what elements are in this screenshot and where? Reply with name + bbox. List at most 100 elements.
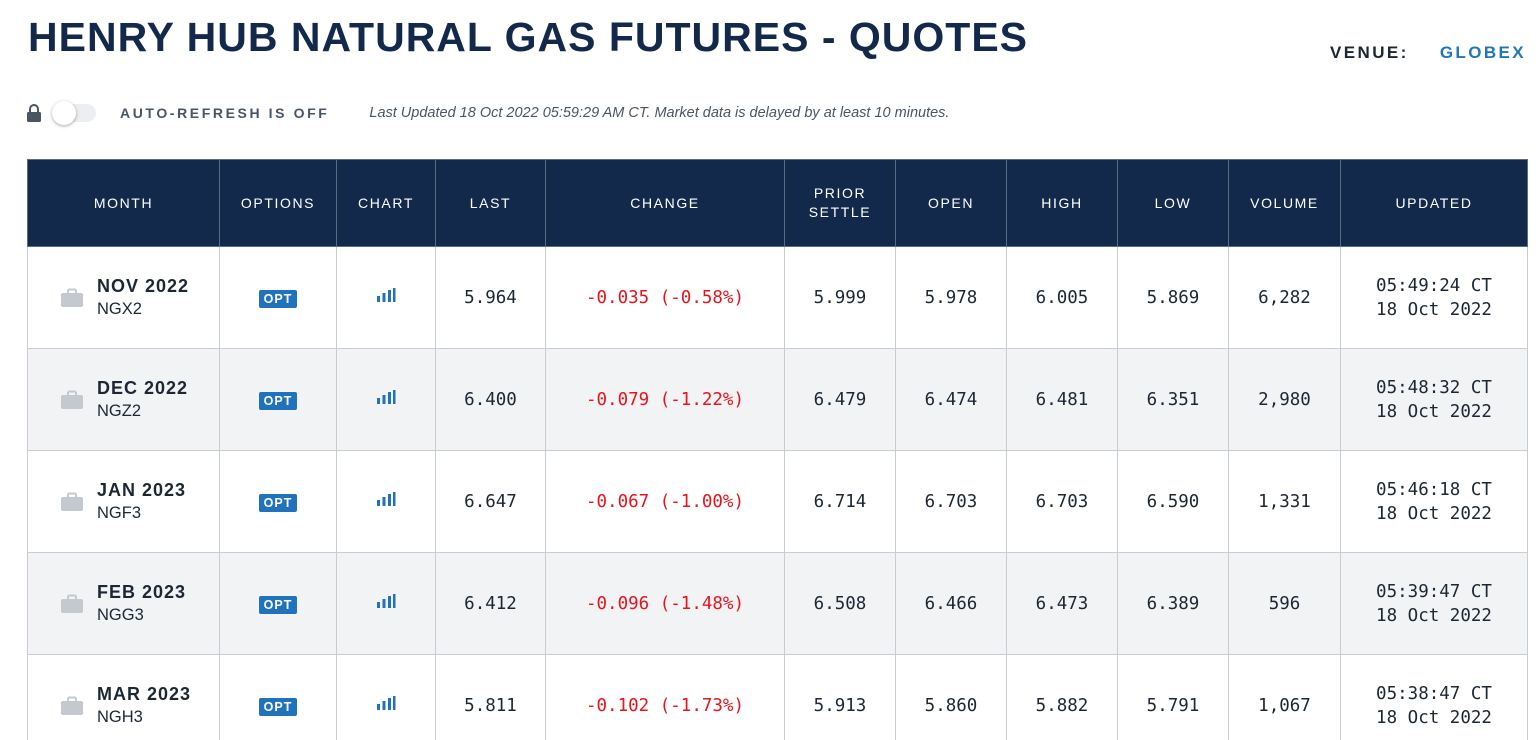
briefcase-icon: [61, 594, 83, 613]
chart-cell: [336, 450, 436, 553]
header-prior-settle: PRIOR SETTLE: [784, 159, 896, 247]
month-cell: NOV 2022 NGX2: [27, 246, 220, 349]
last-cell: 6.400: [435, 348, 546, 451]
page-title: HENRY HUB NATURAL GAS FUTURES - QUOTES: [28, 14, 1029, 60]
contract-month[interactable]: DEC 2022: [97, 377, 189, 398]
table-row: DEC 2022 NGZ2 OPT 6.400 -0.079 (-1.22%) …: [27, 348, 1528, 451]
last-updated-text: Last Updated 18 Oct 2022 05:59:29 AM CT.…: [369, 105, 950, 121]
chart-cell: [336, 654, 436, 740]
bar-chart-icon[interactable]: [376, 491, 396, 507]
contract-code: NGH3: [97, 707, 143, 726]
bar-chart-icon[interactable]: [376, 593, 396, 609]
updated-cell: 05:48:32 CT 18 Oct 2022: [1340, 348, 1528, 451]
header-change: CHANGE: [545, 159, 785, 247]
chart-cell: [336, 552, 436, 655]
venue-value[interactable]: GLOBEX: [1439, 43, 1526, 62]
updated-cell: 05:39:47 CT 18 Oct 2022: [1340, 552, 1528, 655]
briefcase-icon: [61, 288, 83, 307]
contract-month[interactable]: MAR 2023: [97, 683, 192, 704]
updated-time: 05:38:47 CT: [1376, 683, 1492, 704]
updated-time: 05:49:24 CT: [1376, 275, 1492, 296]
contract-code: NGG3: [97, 605, 144, 624]
open-cell: 6.703: [895, 450, 1007, 553]
options-cell: OPT: [219, 348, 337, 451]
last-cell: 5.811: [435, 654, 546, 740]
options-cell: OPT: [219, 552, 337, 655]
header-chart: CHART: [336, 159, 436, 247]
header-high: HIGH: [1006, 159, 1118, 247]
updated-date: 18 Oct 2022: [1376, 605, 1492, 626]
options-button[interactable]: OPT: [258, 493, 298, 512]
header-open: OPEN: [895, 159, 1007, 247]
header-month: MONTH: [27, 159, 220, 247]
updated-cell: 05:38:47 CT 18 Oct 2022: [1340, 654, 1528, 740]
table-row: FEB 2023 NGG3 OPT 6.412 -0.096 (-1.48%) …: [27, 552, 1528, 655]
month-cell: MAR 2023 NGH3: [27, 654, 220, 740]
change-cell: -0.096 (-1.48%): [545, 552, 785, 655]
prior-settle-cell: 6.479: [784, 348, 896, 451]
updated-date: 18 Oct 2022: [1376, 299, 1492, 320]
prior-settle-cell: 5.913: [784, 654, 896, 740]
month-text: FEB 2023 NGG3: [97, 581, 186, 627]
volume-cell: 596: [1228, 552, 1341, 655]
auto-refresh-toggle[interactable]: [52, 101, 96, 125]
volume-cell: 2,980: [1228, 348, 1341, 451]
month-cell-content: FEB 2023 NGG3: [28, 581, 219, 627]
month-text: MAR 2023 NGH3: [97, 683, 191, 729]
briefcase-icon: [61, 390, 83, 409]
header-updated: UPDATED: [1340, 159, 1528, 247]
contract-code: NGZ2: [97, 401, 142, 420]
bar-chart-icon[interactable]: [376, 287, 396, 303]
options-button[interactable]: OPT: [258, 595, 298, 614]
low-cell: 6.389: [1117, 552, 1229, 655]
updated-cell: 05:49:24 CT 18 Oct 2022: [1340, 246, 1528, 349]
prior-settle-cell: 6.508: [784, 552, 896, 655]
header-low: LOW: [1117, 159, 1229, 247]
contract-code: NGX2: [97, 299, 142, 318]
bar-chart-icon[interactable]: [376, 695, 396, 711]
header-volume: VOLUME: [1228, 159, 1341, 247]
high-cell: 6.005: [1006, 246, 1118, 349]
low-cell: 6.590: [1117, 450, 1229, 553]
chart-cell: [336, 246, 436, 349]
updated-date: 18 Oct 2022: [1376, 401, 1492, 422]
table-row: JAN 2023 NGF3 OPT 6.647 -0.067 (-1.00%) …: [27, 450, 1528, 553]
options-button[interactable]: OPT: [258, 697, 298, 716]
table-row: MAR 2023 NGH3 OPT 5.811 -0.102 (-1.73%) …: [27, 654, 1528, 740]
month-cell: JAN 2023 NGF3: [27, 450, 220, 553]
change-cell: -0.067 (-1.00%): [545, 450, 785, 553]
month-cell-content: NOV 2022 NGX2: [28, 275, 219, 321]
briefcase-icon: [61, 492, 83, 511]
options-cell: OPT: [219, 654, 337, 740]
open-cell: 5.978: [895, 246, 1007, 349]
high-cell: 6.703: [1006, 450, 1118, 553]
contract-month[interactable]: NOV 2022: [97, 275, 190, 296]
month-cell-content: MAR 2023 NGH3: [28, 683, 219, 729]
change-cell: -0.079 (-1.22%): [545, 348, 785, 451]
high-cell: 6.473: [1006, 552, 1118, 655]
high-cell: 5.882: [1006, 654, 1118, 740]
month-cell: FEB 2023 NGG3: [27, 552, 220, 655]
month-text: NOV 2022 NGX2: [97, 275, 189, 321]
open-cell: 6.474: [895, 348, 1007, 451]
contract-month[interactable]: JAN 2023: [97, 479, 187, 500]
chart-cell: [336, 348, 436, 451]
options-button[interactable]: OPT: [258, 289, 298, 308]
options-cell: OPT: [219, 450, 337, 553]
prior-settle-cell: 5.999: [784, 246, 896, 349]
change-cell: -0.102 (-1.73%): [545, 654, 785, 740]
options-button[interactable]: OPT: [258, 391, 298, 410]
header-prior-settle-line2: SETTLE: [808, 204, 872, 220]
venue-selector[interactable]: VENUE: GLOBEX: [1330, 43, 1526, 63]
bar-chart-icon[interactable]: [376, 389, 396, 405]
updated-time: 05:46:18 CT: [1376, 479, 1492, 500]
contract-month[interactable]: FEB 2023: [97, 581, 187, 602]
prior-settle-cell: 6.714: [784, 450, 896, 553]
month-cell-content: JAN 2023 NGF3: [28, 479, 219, 525]
last-cell: 6.412: [435, 552, 546, 655]
quotes-table: MONTH OPTIONS CHART LAST CHANGE PRIOR SE…: [27, 159, 1528, 740]
updated-date: 18 Oct 2022: [1376, 707, 1492, 728]
updated-cell: 05:46:18 CT 18 Oct 2022: [1340, 450, 1528, 553]
month-cell: DEC 2022 NGZ2: [27, 348, 220, 451]
